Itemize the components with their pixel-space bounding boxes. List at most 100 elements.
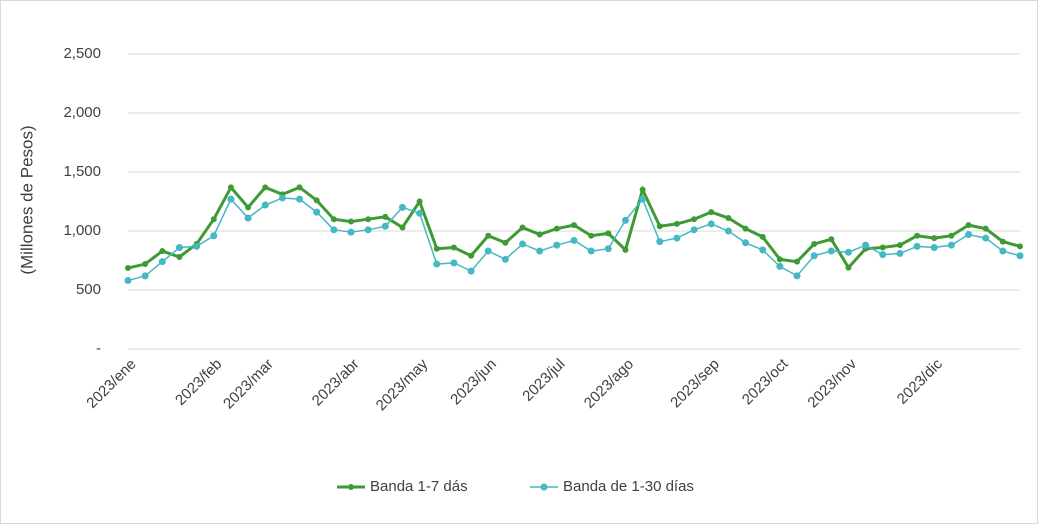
data-point — [330, 226, 338, 234]
data-point — [844, 248, 852, 256]
data-point — [656, 223, 663, 230]
data-point — [776, 262, 784, 270]
data-point — [639, 195, 647, 203]
data-point — [244, 214, 252, 222]
data-point — [999, 238, 1006, 245]
data-point — [364, 226, 372, 234]
data-point — [278, 194, 286, 202]
data-point — [879, 244, 886, 251]
data-point — [347, 228, 355, 236]
data-point — [210, 232, 218, 240]
data-point — [896, 242, 903, 249]
data-point — [810, 252, 818, 260]
data-point — [656, 238, 664, 246]
data-point — [947, 241, 955, 249]
data-point — [158, 258, 166, 266]
data-point — [193, 242, 201, 250]
data-point — [691, 216, 698, 223]
data-point — [571, 222, 577, 229]
data-point — [622, 246, 629, 253]
data-point — [1016, 252, 1024, 260]
legend-marker — [348, 484, 354, 490]
data-point — [399, 224, 406, 231]
data-point — [982, 225, 989, 232]
data-point — [999, 247, 1007, 255]
data-point — [794, 258, 800, 265]
data-point — [433, 260, 441, 268]
data-point — [690, 226, 698, 234]
data-point — [742, 239, 750, 247]
legend-label: Banda 1-7 dás — [370, 478, 468, 495]
data-point — [501, 255, 509, 263]
data-point — [159, 248, 166, 255]
data-point — [484, 247, 492, 255]
data-point — [536, 231, 543, 238]
data-point — [914, 232, 921, 239]
data-point — [673, 220, 680, 227]
data-point — [313, 197, 320, 204]
data-point — [433, 245, 440, 252]
data-point — [776, 256, 783, 263]
data-point — [604, 245, 612, 253]
data-point — [416, 198, 423, 205]
data-point — [965, 222, 972, 229]
data-point — [467, 267, 475, 275]
data-point — [588, 232, 595, 239]
data-point — [673, 234, 681, 242]
y-tick-label: 2,000 — [63, 104, 101, 121]
y-tick-label: - — [96, 340, 101, 357]
data-point — [948, 232, 955, 239]
y-tick-label: 500 — [76, 281, 101, 298]
y-tick-label: 1,500 — [63, 163, 101, 180]
data-point — [724, 227, 732, 235]
data-point — [828, 236, 835, 243]
data-point — [296, 184, 303, 191]
data-point — [261, 201, 269, 209]
data-point — [879, 251, 887, 259]
data-point — [485, 232, 492, 239]
data-point — [125, 265, 131, 272]
data-point — [827, 247, 835, 255]
data-point — [759, 246, 767, 254]
data-point — [930, 244, 938, 252]
data-point — [227, 195, 235, 203]
data-point — [519, 224, 526, 231]
data-point — [519, 240, 527, 248]
data-point — [313, 208, 321, 216]
data-point — [227, 184, 234, 191]
data-point — [124, 277, 132, 285]
data-point — [502, 239, 509, 246]
data-point — [553, 241, 561, 249]
data-point — [759, 233, 766, 240]
data-point — [141, 272, 149, 280]
data-point — [416, 209, 424, 217]
legend-marker — [540, 483, 548, 491]
data-point — [245, 204, 252, 211]
data-point — [742, 225, 749, 232]
data-point — [450, 244, 457, 251]
data-point — [398, 203, 406, 211]
data-point — [708, 209, 715, 216]
data-point — [382, 213, 389, 220]
data-point — [931, 235, 938, 242]
data-point — [176, 253, 183, 260]
data-point — [707, 220, 715, 228]
data-point — [845, 264, 852, 271]
data-point — [365, 216, 372, 223]
data-point — [296, 195, 304, 203]
data-point — [468, 252, 475, 259]
data-point — [587, 247, 595, 255]
data-point — [862, 241, 870, 249]
data-point — [553, 225, 560, 232]
y-tick-label: 2,500 — [63, 45, 101, 62]
data-point — [536, 247, 544, 255]
data-point — [896, 249, 904, 257]
data-point — [965, 231, 973, 239]
data-point — [348, 218, 354, 225]
data-point — [142, 261, 149, 268]
data-point — [982, 234, 990, 242]
data-point — [605, 230, 612, 237]
data-point — [621, 216, 629, 224]
legend-label: Banda de 1-30 días — [563, 478, 694, 495]
